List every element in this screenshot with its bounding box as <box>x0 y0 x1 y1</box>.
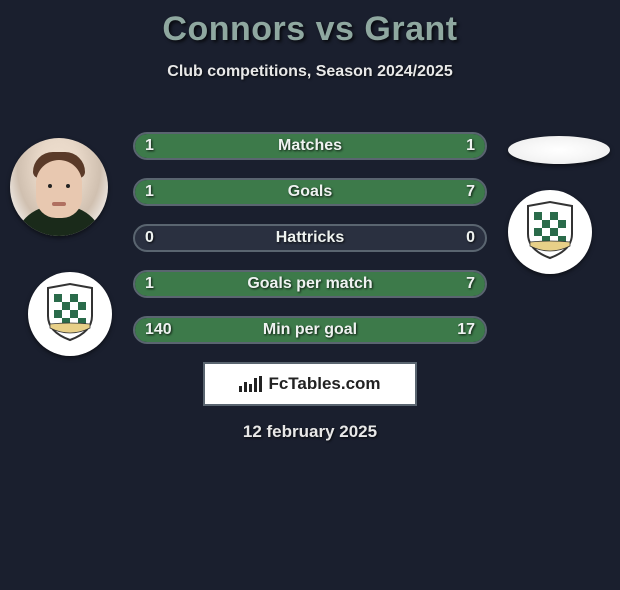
stat-row: Goals per match1 7 <box>133 270 487 298</box>
player-left-avatar <box>10 138 108 236</box>
shield-icon <box>524 200 576 260</box>
player-right-avatar <box>508 136 610 164</box>
stat-value-right: 7 <box>466 180 475 204</box>
stat-value-right: 1 <box>466 134 475 158</box>
stat-value-right: 0 <box>466 226 475 250</box>
player-left-club-badge <box>28 272 112 356</box>
stat-label: Hattricks <box>135 226 485 250</box>
logo-text: FcTables.com <box>268 374 380 394</box>
stat-value-right: 17 <box>457 318 475 342</box>
bar-chart-icon <box>239 376 262 392</box>
page-title: Connors vs Grant <box>0 10 620 49</box>
stat-label: Goals <box>135 180 485 204</box>
stat-row: Hattricks0 0 <box>133 224 487 252</box>
shield-icon <box>44 282 96 342</box>
subtitle: Club competitions, Season 2024/2025 <box>0 63 620 81</box>
stat-value-left: 1 <box>145 134 154 158</box>
stat-value-left: 140 <box>145 318 172 342</box>
stat-label: Goals per match <box>135 272 485 296</box>
stat-row: Min per goal140 17 <box>133 316 487 344</box>
stat-value-left: 1 <box>145 180 154 204</box>
stats-comparison: Matches11Goals17Hattricks00Goals per mat… <box>133 132 487 362</box>
date-text: 12 february 2025 <box>0 422 620 442</box>
stat-label: Min per goal <box>135 318 485 342</box>
stat-label: Matches <box>135 134 485 158</box>
stat-row: Goals1 7 <box>133 178 487 206</box>
stat-value-left: 1 <box>145 272 154 296</box>
player-right-club-badge <box>508 190 592 274</box>
fctables-logo: FcTables.com <box>203 362 417 406</box>
stat-value-right: 7 <box>466 272 475 296</box>
stat-row: Matches1 1 <box>133 132 487 160</box>
stat-value-left: 0 <box>145 226 154 250</box>
